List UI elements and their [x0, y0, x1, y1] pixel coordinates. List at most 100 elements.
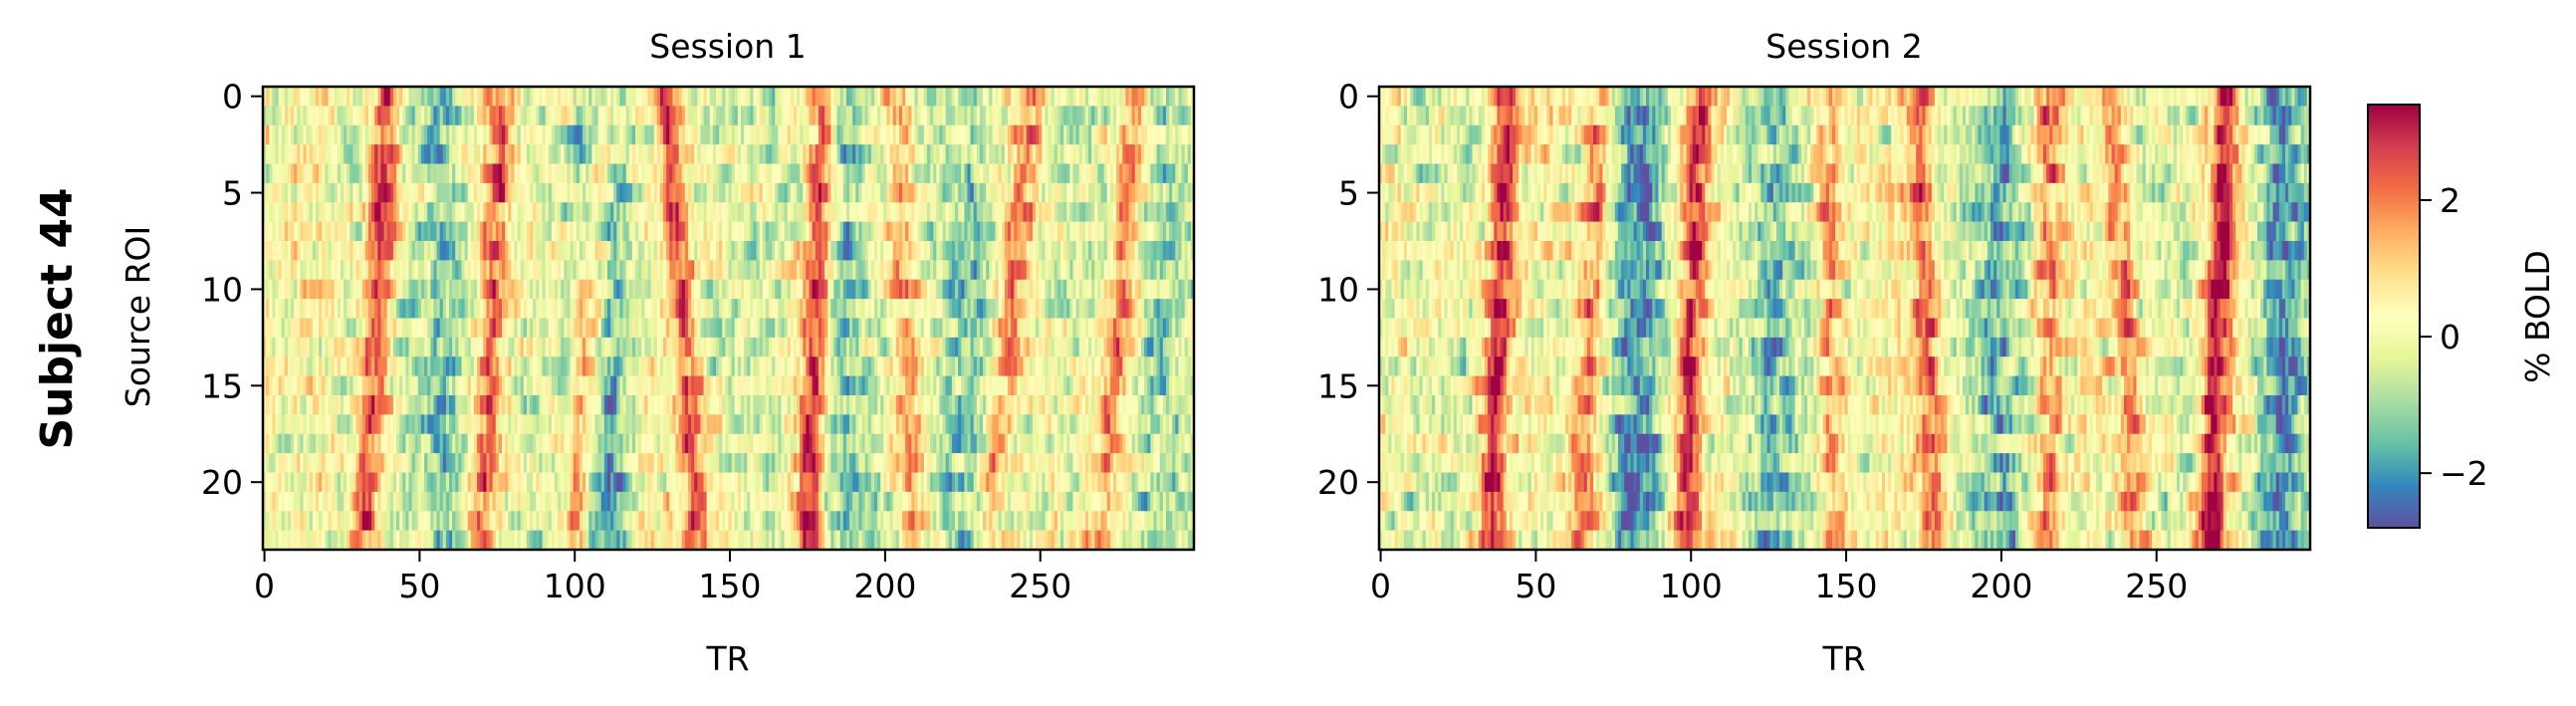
- heatmap-cell: [548, 124, 553, 145]
- heatmap-cell: [666, 202, 670, 222]
- heatmap-cell: [998, 87, 1003, 107]
- heatmap-cell: [744, 202, 748, 222]
- heatmap-cell: [712, 221, 717, 242]
- heatmap-cell: [1023, 124, 1028, 145]
- heatmap-cell: [1020, 163, 1025, 184]
- heatmap-cell: [616, 106, 621, 126]
- heatmap-cell: [1131, 124, 1136, 145]
- heatmap-cell: [367, 106, 372, 126]
- heatmap-cell: [576, 182, 581, 203]
- heatmap-cell: [631, 163, 636, 184]
- heatmap-cell: [331, 182, 336, 203]
- heatmap-cell: [750, 163, 755, 184]
- heatmap-cell: [750, 221, 755, 242]
- heatmap-cell: [706, 124, 711, 145]
- heatmap-cell: [973, 144, 978, 164]
- heatmap-cell: [420, 87, 425, 107]
- heatmap-cell: [1122, 124, 1127, 145]
- heatmap-cell: [803, 124, 808, 145]
- heatmap-cell: [303, 124, 308, 145]
- heatmap-cell: [517, 106, 522, 126]
- heatmap-cell: [483, 124, 487, 145]
- heatmap-cell: [585, 182, 589, 203]
- heatmap-cell: [800, 124, 804, 145]
- heatmap-cell: [725, 202, 730, 222]
- heatmap-cell: [653, 87, 658, 107]
- heatmap-cell: [1165, 202, 1170, 222]
- heatmap-cell: [328, 163, 333, 184]
- heatmap-cell: [588, 163, 592, 184]
- heatmap-cell: [933, 163, 937, 184]
- heatmap-cell: [722, 124, 726, 145]
- heatmap-cell: [622, 221, 627, 242]
- heatmap-cell: [1014, 163, 1018, 184]
- heatmap-cell: [1184, 202, 1189, 222]
- heatmap-cell: [858, 163, 863, 184]
- heatmap-cell: [672, 87, 677, 107]
- heatmap-cell: [839, 163, 844, 184]
- heatmap-cell: [427, 106, 431, 126]
- heatmap-cell: [663, 182, 667, 203]
- heatmap-cell: [272, 202, 277, 222]
- heatmap-cell: [1175, 87, 1180, 107]
- heatmap-cell: [769, 163, 773, 184]
- heatmap-cell: [517, 144, 522, 164]
- heatmap-cell: [958, 106, 962, 126]
- heatmap-cell: [1036, 87, 1040, 107]
- heatmap-cell: [1190, 163, 1195, 184]
- heatmap-cell: [616, 182, 621, 203]
- heatmap-cell: [895, 202, 900, 222]
- heatmap-cell: [806, 163, 811, 184]
- heatmap-cell: [606, 87, 611, 107]
- heatmap-cell: [781, 144, 786, 164]
- heatmap-cell: [1088, 144, 1092, 164]
- heatmap-cell: [1150, 144, 1155, 164]
- heatmap-cell: [911, 106, 916, 126]
- heatmap-cell: [414, 202, 419, 222]
- heatmap-cell: [1056, 106, 1061, 126]
- heatmap-cell: [930, 124, 934, 145]
- heatmap-cell: [591, 221, 596, 242]
- heatmap-cell: [864, 202, 869, 222]
- heatmap-cell: [1081, 163, 1086, 184]
- heatmap-cell: [917, 144, 922, 164]
- heatmap-cell: [325, 163, 330, 184]
- heatmap-cell: [591, 182, 596, 203]
- heatmap-cell: [1045, 202, 1050, 222]
- heatmap-cell: [939, 124, 944, 145]
- heatmap-cell: [567, 202, 572, 222]
- heatmap-cell: [951, 87, 956, 107]
- heatmap-cell: [793, 124, 798, 145]
- heatmap-cell: [442, 144, 447, 164]
- heatmap-cell: [417, 124, 422, 145]
- heatmap-cell: [778, 144, 783, 164]
- heatmap-cell: [303, 87, 308, 107]
- heatmap-cell: [1119, 202, 1123, 222]
- heatmap-cell: [1032, 163, 1037, 184]
- heatmap-cell: [269, 221, 273, 242]
- heatmap-cell: [1054, 182, 1058, 203]
- heatmap-cell: [706, 106, 711, 126]
- heatmap-cell: [1011, 182, 1015, 203]
- heatmap-cell: [697, 202, 702, 222]
- heatmap-cell: [386, 106, 391, 126]
- heatmap-cell: [836, 221, 841, 242]
- heatmap-cell: [489, 87, 494, 107]
- heatmap-cell: [619, 87, 624, 107]
- heatmap-cell: [383, 163, 388, 184]
- heatmap-cell: [716, 182, 720, 203]
- heatmap-cell: [367, 124, 372, 145]
- heatmap-cell: [1042, 124, 1046, 145]
- heatmap-cell: [337, 221, 342, 242]
- heatmap-cell: [753, 202, 758, 222]
- heatmap-cell: [374, 202, 378, 222]
- heatmap-cell: [1187, 163, 1192, 184]
- heatmap-cell: [756, 106, 761, 126]
- heatmap-cell: [815, 221, 820, 242]
- heatmap-cell: [579, 163, 584, 184]
- heatmap-cell: [303, 202, 308, 222]
- heatmap-cell: [551, 87, 556, 107]
- heatmap-cell: [526, 202, 531, 222]
- heatmap-cell: [588, 202, 592, 222]
- heatmap-cell: [830, 106, 835, 126]
